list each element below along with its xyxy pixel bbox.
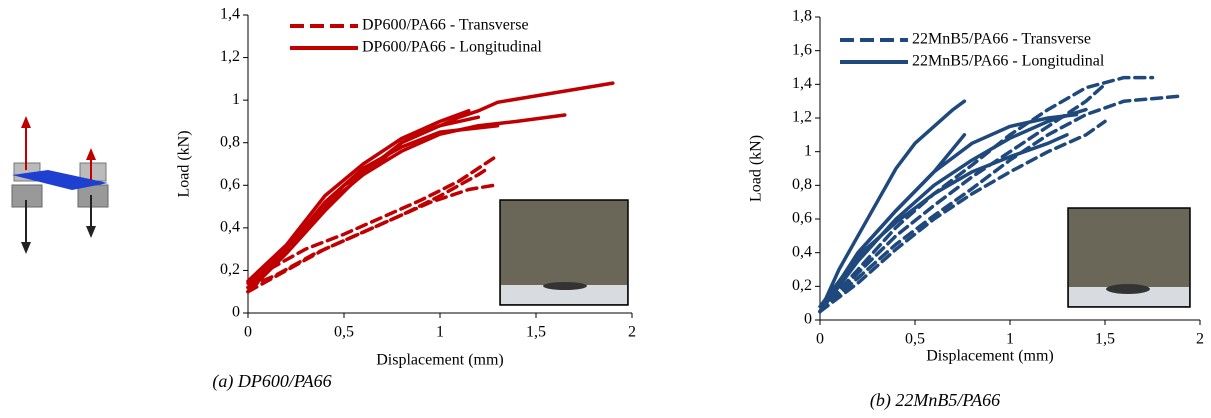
inset-photo (1067, 207, 1191, 308)
y-tick-label: 0,4 (220, 219, 240, 236)
y-tick-label: 1,4 (220, 6, 240, 23)
inset-photo (499, 199, 629, 306)
y-tick-label: 1 (804, 142, 812, 159)
data-line (818, 99, 967, 314)
legend-label: DP600/PA66 - Longitudinal (362, 39, 542, 56)
legend-label: DP600/PA66 - Transverse (362, 17, 529, 34)
y-tick-label: 1,6 (792, 41, 812, 58)
y-tick-label: 1,2 (792, 109, 812, 126)
y-tick-label: 1 (232, 91, 240, 108)
caption: (b) 22MnB5/PA66 (870, 390, 1000, 411)
data-line (246, 109, 471, 283)
y-axis-title: Load (kN) (176, 130, 193, 197)
x-tick-label: 0 (244, 324, 252, 341)
y-tick-label: 1,4 (792, 75, 812, 92)
y-tick-label: 0 (232, 304, 240, 321)
data-line (818, 94, 1183, 314)
y-tick-label: 0,2 (220, 261, 240, 278)
specimen-icon (11, 116, 109, 254)
x-tick-label: 1 (1006, 331, 1014, 348)
legend-label: 22MnB5/PA66 - Longitudinal (912, 53, 1105, 70)
y-tick-label: 0,6 (220, 176, 240, 193)
data-line (818, 75, 1155, 314)
y-tick-label: 1,2 (220, 48, 240, 65)
y-tick-label: 0,6 (792, 210, 812, 227)
caption: (a) DP600/PA66 (212, 371, 331, 392)
x-tick-label: 0,5 (905, 331, 925, 348)
y-tick-label: 0,8 (220, 133, 240, 150)
y-tick-label: 1,8 (792, 8, 812, 25)
data-line (246, 123, 500, 285)
x-tick-label: 2 (628, 324, 636, 341)
x-tick-label: 1,5 (1095, 331, 1115, 348)
x-tick-label: 1 (436, 324, 444, 341)
y-tick-label: 0,4 (792, 243, 812, 260)
data-line (818, 133, 1069, 309)
y-axis-title: Load (kN) (748, 135, 765, 202)
y-tick-label: 0,8 (792, 176, 812, 193)
legend-label: 22MnB5/PA66 - Transverse (912, 31, 1091, 48)
data-line (818, 107, 1088, 314)
data-line (818, 119, 1107, 314)
y-tick-label: 0 (804, 311, 812, 328)
data-line (246, 115, 481, 294)
y-tick-label: 0,2 (792, 277, 812, 294)
data-line (818, 112, 1079, 314)
x-tick-label: 0 (816, 331, 824, 348)
data-line (246, 166, 490, 294)
x-tick-label: 2 (1196, 331, 1204, 348)
x-axis-title: Displacement (mm) (926, 348, 1054, 365)
x-tick-label: 1,5 (526, 324, 546, 341)
data-line (818, 82, 1107, 314)
x-axis-title: Displacement (mm) (376, 352, 504, 369)
x-tick-label: 0,5 (334, 324, 354, 341)
